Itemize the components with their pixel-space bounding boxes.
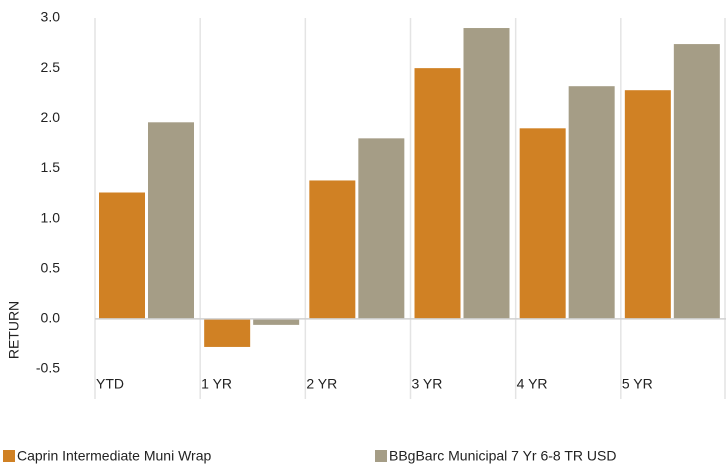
bar — [204, 318, 251, 347]
x-tick-label: 4 YR — [517, 376, 548, 392]
x-tick-label: YTD — [96, 376, 124, 392]
bar — [309, 180, 356, 319]
bar — [358, 138, 405, 319]
bar — [99, 192, 145, 319]
y-tick-label: 1.0 — [41, 209, 61, 225]
x-tick-label: 1 YR — [201, 376, 232, 392]
legend-swatch — [375, 450, 387, 462]
bar — [673, 44, 720, 319]
bar — [148, 122, 194, 319]
bar — [463, 28, 510, 319]
y-tick-label: -0.5 — [36, 360, 60, 376]
x-tick-label: 2 YR — [306, 376, 337, 392]
legend-swatch — [3, 450, 15, 462]
x-tick-label: 3 YR — [412, 376, 443, 392]
bar — [624, 90, 671, 319]
bar — [253, 318, 300, 325]
y-tick-label: 2.5 — [41, 59, 61, 75]
y-tick-label: 0.0 — [41, 310, 61, 326]
y-tick-label: 0.5 — [41, 259, 61, 275]
y-tick-label: 1.5 — [41, 159, 61, 175]
bar — [414, 68, 461, 319]
bar — [568, 86, 615, 319]
x-tick-label: 5 YR — [622, 376, 653, 392]
y-axis-label: RETURN — [6, 301, 22, 359]
legend-label: BBgBarc Municipal 7 Yr 6-8 TR USD — [389, 448, 616, 464]
bar — [519, 128, 566, 319]
legend-label: Caprin Intermediate Muni Wrap — [17, 448, 211, 464]
y-tick-label: 3.0 — [41, 9, 61, 25]
y-tick-label: 2.0 — [41, 109, 61, 125]
